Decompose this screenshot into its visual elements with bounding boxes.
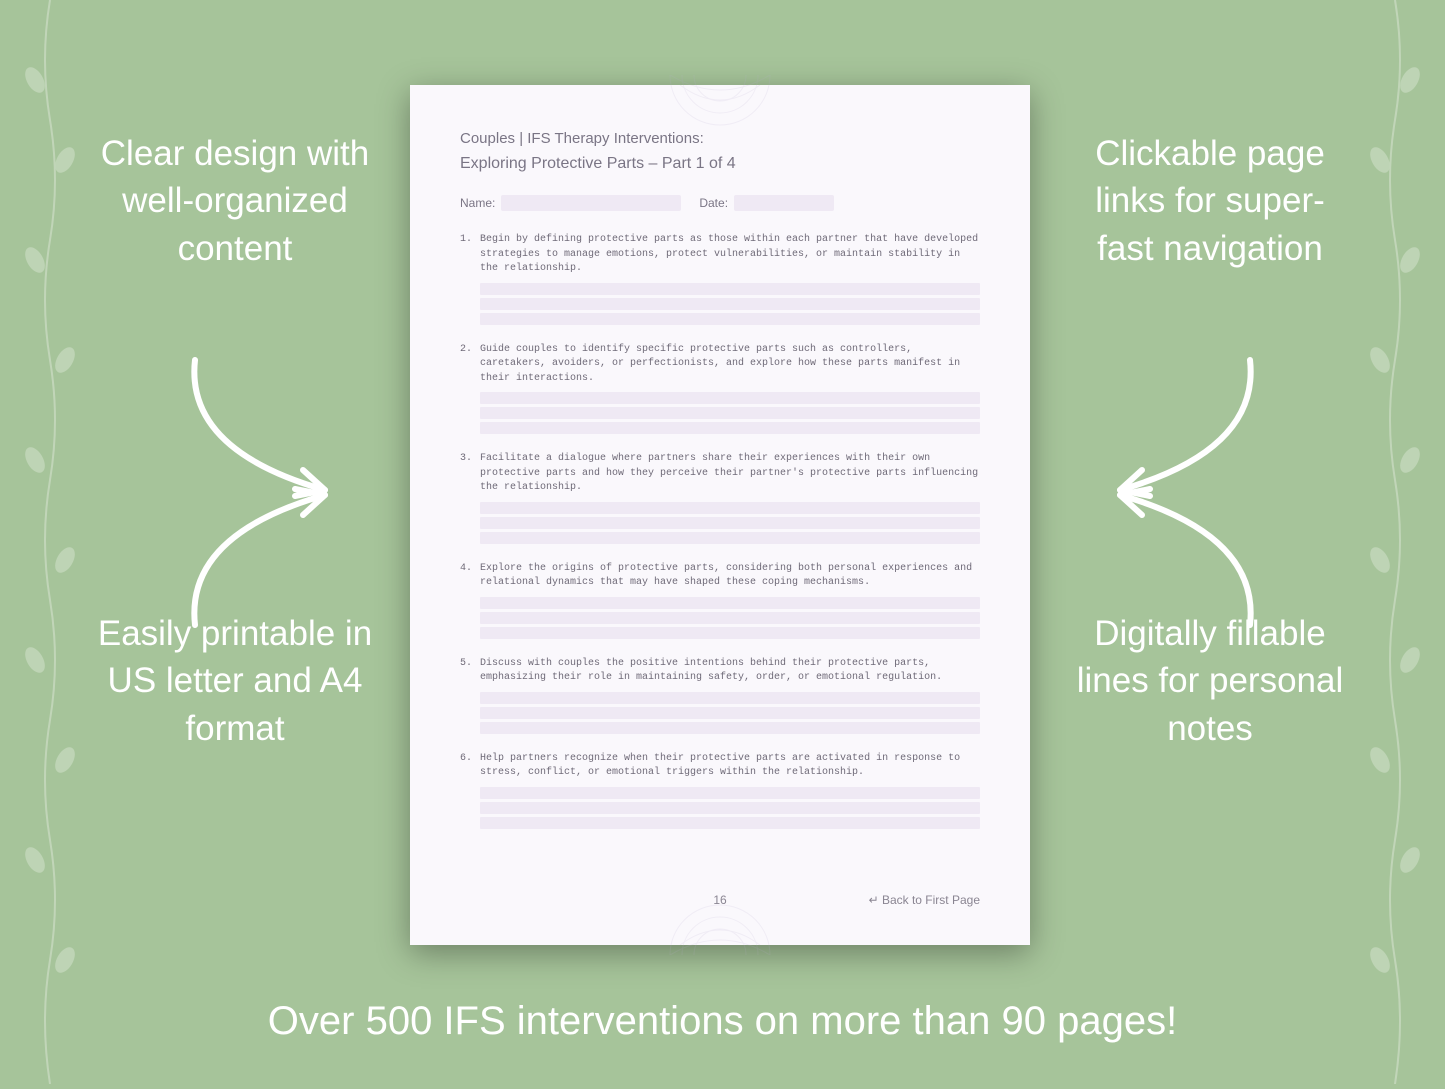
worksheet-page: Couples | IFS Therapy Interventions: Exp… [410, 85, 1030, 945]
question-item: 6. Help partners recognize when their pr… [460, 752, 980, 829]
decorative-vine-right [1355, 0, 1435, 1084]
question-item: 2. Guide couples to identify specific pr… [460, 343, 980, 435]
question-text: Discuss with couples the positive intent… [480, 657, 980, 686]
question-number: 3. [460, 452, 474, 496]
arrow-top-left [175, 350, 385, 525]
fillable-lines[interactable] [480, 283, 980, 325]
question-text: Begin by defining protective parts as th… [480, 233, 980, 277]
back-to-first-page-link[interactable]: ↵ Back to First Page [869, 893, 980, 907]
date-label: Date: [699, 196, 728, 210]
callout-top-right: Clickable page links for super-fast navi… [1070, 130, 1350, 272]
fillable-lines[interactable] [480, 787, 980, 829]
fillable-lines[interactable] [480, 597, 980, 639]
callout-bottom-left: Easily printable in US letter and A4 for… [95, 610, 375, 752]
page-subtitle: Exploring Protective Parts – Part 1 of 4 [460, 155, 980, 173]
name-label: Name: [460, 196, 495, 210]
question-list: 1. Begin by defining protective parts as… [460, 233, 980, 829]
fillable-lines[interactable] [480, 692, 980, 734]
callout-top-left: Clear design with well-organized content [95, 130, 375, 272]
question-number: 6. [460, 752, 474, 781]
arrow-top-right [1060, 350, 1270, 525]
page-number: 16 [713, 893, 726, 907]
question-item: 4. Explore the origins of protective par… [460, 562, 980, 639]
callout-bottom-right: Digitally fillable lines for personal no… [1070, 610, 1350, 752]
page-header: Couples | IFS Therapy Interventions: [460, 130, 980, 147]
name-date-row: Name: Date: [460, 195, 980, 211]
question-text: Facilitate a dialogue where partners sha… [480, 452, 980, 496]
bottom-banner: Over 500 IFS interventions on more than … [0, 999, 1445, 1044]
question-item: 5. Discuss with couples the positive int… [460, 657, 980, 734]
name-field[interactable] [501, 195, 681, 211]
question-number: 4. [460, 562, 474, 591]
question-text: Explore the origins of protective parts,… [480, 562, 980, 591]
decorative-vine-left [10, 0, 90, 1084]
question-text: Help partners recognize when their prote… [480, 752, 980, 781]
question-item: 1. Begin by defining protective parts as… [460, 233, 980, 325]
page-footer: 16 ↵ Back to First Page [460, 893, 980, 907]
fillable-lines[interactable] [480, 502, 980, 544]
date-field[interactable] [734, 195, 834, 211]
question-number: 5. [460, 657, 474, 686]
question-item: 3. Facilitate a dialogue where partners … [460, 452, 980, 544]
question-text: Guide couples to identify specific prote… [480, 343, 980, 387]
mandala-decoration-top [590, 75, 850, 135]
question-number: 1. [460, 233, 474, 277]
question-number: 2. [460, 343, 474, 387]
fillable-lines[interactable] [480, 392, 980, 434]
